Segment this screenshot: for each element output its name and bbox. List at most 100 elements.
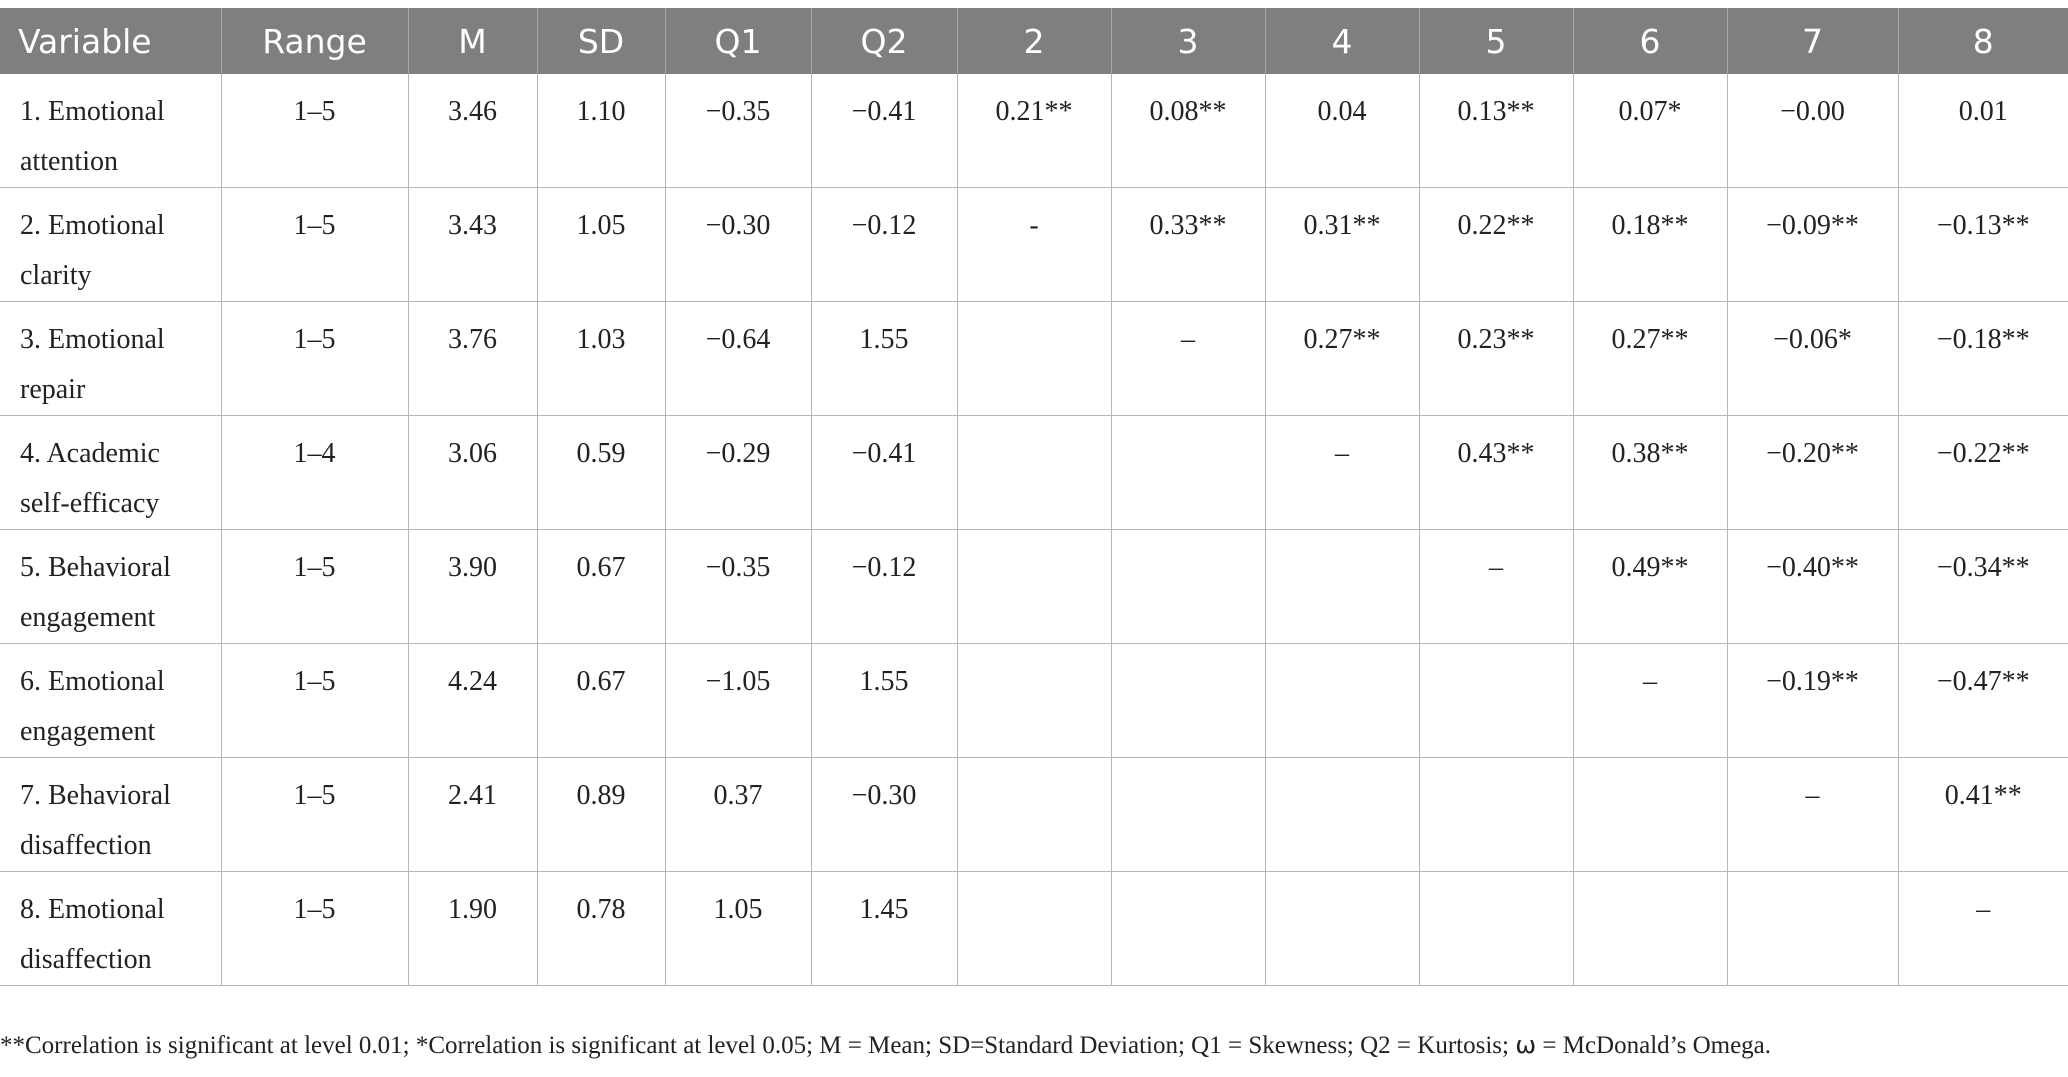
corr-4-value: 0.27** [1303, 324, 1381, 355]
q2-cell: −0.41 [810, 415, 957, 530]
corr-2-cell [956, 643, 1111, 758]
corr-4-cell: – [1264, 415, 1419, 530]
corr-8-value: −0.22** [1936, 438, 2030, 469]
table-row: 4. Academic self-efficacy 1–4 3.06 0.59 −0.2… [0, 415, 2068, 530]
corr-7-value: −0.06* [1773, 324, 1852, 355]
corr-3-cell [1110, 871, 1265, 986]
q1-value: −0.29 [705, 438, 771, 469]
corr-3-value [1112, 416, 1265, 429]
range-cell: 1–5 [220, 757, 408, 872]
variable-cell: 5. Behavioral engagement [0, 529, 221, 644]
corr-2-cell [956, 301, 1111, 416]
corr-4-cell: 0.27** [1264, 301, 1419, 416]
corr-6-cell: 0.38** [1572, 415, 1727, 530]
q1-value: −0.35 [705, 96, 771, 127]
sd-cell: 1.10 [536, 74, 665, 188]
q1-value: 0.37 [713, 780, 763, 811]
table-footnote: **Correlation is significant at level 0.… [0, 1032, 1772, 1059]
q1-cell: −0.29 [664, 415, 811, 530]
q2-value: −0.12 [851, 552, 917, 583]
corr-4-cell [1264, 529, 1419, 644]
mean-cell: 3.46 [407, 74, 537, 188]
range-value: 1–5 [293, 324, 336, 355]
sd-value: 0.59 [576, 438, 626, 469]
corr-5-cell [1418, 871, 1573, 986]
range-value: 1–5 [293, 780, 336, 811]
table-body: 1. Emotional attention 1–5 3.46 1.10 −0.35 −0… [0, 74, 2068, 986]
corr-5-cell [1418, 757, 1573, 872]
corr-3-cell [1110, 643, 1265, 758]
q1-cell: 0.37 [664, 757, 811, 872]
corr-6-value [1574, 872, 1727, 885]
variable-value: 2. Emotional clarity [20, 210, 165, 291]
variable-cell: 2. Emotional clarity [0, 187, 221, 302]
corr-4-value [1266, 872, 1419, 885]
mean-value: 3.90 [448, 552, 497, 583]
corr-4-value [1266, 644, 1419, 657]
corr-5-cell: 0.13** [1418, 74, 1573, 188]
corr-3-cell [1110, 415, 1265, 530]
q2-cell: −0.41 [810, 74, 957, 188]
corr-8-value: −0.34** [1936, 552, 2030, 583]
corr-6-value: – [1643, 666, 1657, 697]
corr-6-cell: 0.18** [1572, 187, 1727, 302]
corr-7-cell [1726, 871, 1898, 986]
range-value: 1–4 [293, 438, 336, 469]
variable-value: 7. Behavioral disaffection [20, 780, 171, 861]
corr-6-value: 0.07* [1618, 96, 1682, 127]
column-header-variable: Variable [0, 8, 221, 74]
corr-6-cell: – [1572, 643, 1727, 758]
q1-value: −0.30 [705, 210, 771, 241]
corr-5-cell [1418, 643, 1573, 758]
corr-7-cell: −0.09** [1726, 187, 1898, 302]
variable-value: 6. Emotional engagement [20, 666, 165, 747]
sd-cell: 0.67 [536, 529, 665, 644]
mean-value: 2.41 [448, 780, 497, 811]
sd-value: 1.05 [576, 210, 626, 241]
q2-cell: −0.30 [810, 757, 957, 872]
corr-2-cell: 0.21** [956, 74, 1111, 188]
corr-7-cell: −0.06* [1726, 301, 1898, 416]
column-header-mean: M [407, 8, 537, 74]
sd-cell: 1.05 [536, 187, 665, 302]
corr-7-value: −0.09** [1766, 210, 1859, 241]
corr-2-value [958, 530, 1111, 543]
q1-cell: −0.35 [664, 74, 811, 188]
corr-5-value [1420, 758, 1573, 771]
sd-value: 1.10 [576, 96, 626, 127]
mean-cell: 3.90 [407, 529, 537, 644]
table-header: Variable Range M SD Q1 Q2 2 3 4 5 6 7 8 [0, 8, 2068, 74]
sd-value: 0.89 [576, 780, 626, 811]
column-header-q1: Q1 [664, 8, 811, 74]
q2-cell: 1.55 [810, 643, 957, 758]
table-row: 5. Behavioral engagement 1–5 3.90 0.67 −0.35… [0, 529, 2068, 644]
corr-8-cell: −0.34** [1897, 529, 2068, 644]
table-row: 2. Emotional clarity 1–5 3.43 1.05 −0.30 −0.1… [0, 187, 2068, 302]
corr-3-value: 0.33** [1149, 210, 1227, 241]
corr-3-cell: – [1110, 301, 1265, 416]
corr-5-cell: 0.23** [1418, 301, 1573, 416]
column-header-6: 6 [1572, 8, 1727, 74]
corr-3-value [1112, 644, 1265, 657]
corr-6-cell [1572, 757, 1727, 872]
corr-7-value: −0.00 [1780, 96, 1845, 127]
corr-7-cell: – [1726, 757, 1898, 872]
corr-3-cell: 0.08** [1110, 74, 1265, 188]
range-value: 1–5 [293, 894, 336, 925]
q2-value: 1.55 [859, 324, 909, 355]
q1-cell: −0.35 [664, 529, 811, 644]
q2-value: −0.41 [851, 438, 917, 469]
corr-4-cell [1264, 871, 1419, 986]
q1-value: −1.05 [705, 666, 771, 697]
mean-value: 3.46 [448, 96, 497, 127]
corr-5-value: – [1489, 552, 1503, 583]
table-row: 8. Emotional disaffection 1–5 1.90 0.78 1.05… [0, 871, 2068, 986]
corr-4-value: 0.31** [1303, 210, 1381, 241]
corr-5-value: 0.22** [1457, 210, 1535, 241]
mean-cell: 3.06 [407, 415, 537, 530]
corr-5-value: 0.23** [1457, 324, 1535, 355]
corr-8-cell: −0.13** [1897, 187, 2068, 302]
corr-8-value: −0.13** [1936, 210, 2030, 241]
q2-cell: −0.12 [810, 187, 957, 302]
corr-3-cell: 0.33** [1110, 187, 1265, 302]
